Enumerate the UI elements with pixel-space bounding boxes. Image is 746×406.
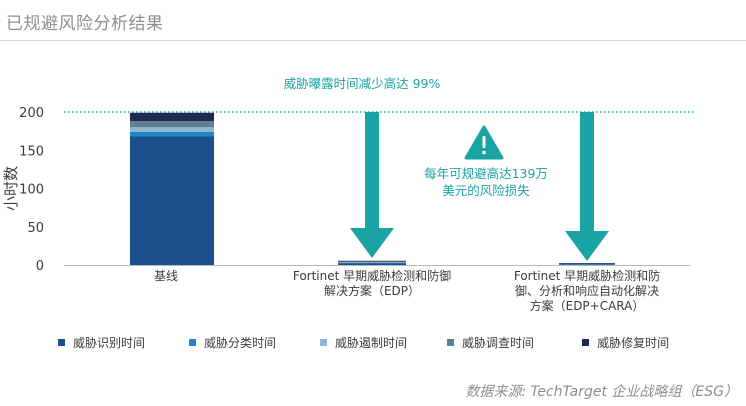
y-tick-label: 100 — [19, 183, 44, 198]
bar-segment — [338, 263, 406, 265]
bar-segment — [130, 127, 214, 132]
bar-segment — [338, 262, 406, 263]
reduction-arrow — [350, 112, 394, 258]
bar-segment — [559, 263, 615, 265]
page-title: 已规避风险分析结果 — [6, 14, 164, 34]
reduction-arrow — [565, 112, 609, 261]
chart-legend: 威胁识别时间 威胁分类时间 威胁遏制时间 威胁调查时间 威胁修复时间 — [58, 334, 669, 351]
legend-label: 威胁修复时间 — [597, 336, 670, 350]
bar-segment — [338, 260, 406, 262]
warning-mark-bar — [482, 136, 486, 148]
legend-item: 威胁识别时间 — [58, 334, 145, 351]
bar-segment — [130, 136, 214, 265]
category-label: 御、分析和响应自动化解决 — [515, 283, 659, 298]
bar-segment — [130, 131, 214, 137]
y-axis-label: 小时数 — [2, 166, 20, 211]
reference-line-label: 威胁曝露时间减少高达 99% — [284, 76, 441, 91]
legend-label: 威胁遏制时间 — [335, 336, 408, 350]
stacked-bar-chart: 威胁曝露时间减少高达 99% 0 50 100 150 200 小时数 每年可规避高达13… — [2, 76, 696, 313]
warning-mark-dot — [482, 150, 486, 155]
y-tick-label: 200 — [19, 106, 44, 121]
category-label: 基线 — [154, 269, 178, 283]
legend-label: 威胁调查时间 — [462, 336, 535, 350]
annotation-line: 美元的风险损失 — [442, 183, 530, 198]
bar-segment — [559, 263, 615, 264]
y-tick-label: 50 — [27, 221, 44, 236]
y-tick-label: 150 — [19, 144, 44, 159]
legend-item: 威胁修复时间 — [582, 334, 669, 351]
category-label: 方案（EDP+CARA） — [530, 298, 645, 313]
bar-segment — [338, 261, 406, 263]
warning-icon — [464, 125, 504, 160]
legend-label: 威胁分类时间 — [204, 336, 277, 350]
bar-segment — [130, 112, 214, 122]
bar-segment — [338, 262, 406, 264]
bar-segment — [559, 264, 615, 265]
legend-swatch — [320, 339, 328, 346]
legend-swatch — [582, 339, 590, 346]
category-label: Fortinet 早期威胁检测和防御 — [293, 268, 451, 283]
source-note: 数据来源: TechTarget 企业战略组（ESG） — [465, 384, 738, 400]
bar-segment — [130, 121, 214, 128]
legend-label: 威胁识别时间 — [73, 336, 146, 350]
bar-segment — [559, 263, 615, 264]
category-label: Fortinet 早期威胁检测和防 — [514, 268, 660, 283]
title-divider — [0, 40, 746, 41]
legend-swatch — [58, 339, 65, 346]
legend-swatch — [447, 339, 455, 346]
legend-item: 威胁遏制时间 — [320, 334, 407, 351]
legend-item: 威胁调查时间 — [447, 334, 534, 351]
legend-swatch — [189, 339, 197, 346]
y-tick-label: 0 — [36, 259, 44, 274]
legend-item: 威胁分类时间 — [189, 334, 276, 351]
category-label: 解决方案（EDP） — [324, 283, 420, 298]
annotation-line: 每年可规避高达139万 — [424, 166, 548, 181]
